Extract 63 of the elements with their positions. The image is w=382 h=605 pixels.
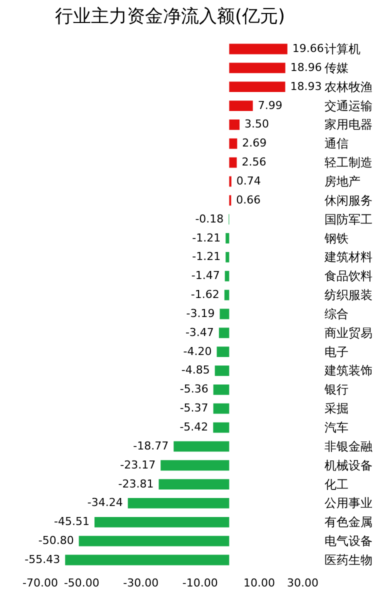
data-label: 0.66: [236, 193, 261, 206]
y-tick-label: 休闲服务: [324, 193, 372, 208]
y-tick-label: 房地产: [324, 174, 360, 188]
y-tick-label: 计算机: [324, 42, 360, 56]
data-label: -4.20: [183, 344, 212, 358]
y-tick-label: 电子: [324, 344, 348, 359]
x-tick-label: 30.00: [287, 576, 318, 590]
data-label: -1.62: [190, 288, 220, 302]
x-tick-label: -70.00: [22, 576, 58, 590]
y-tick-label: 建筑材料: [324, 250, 372, 264]
data-label: -1.21: [192, 231, 221, 244]
data-label: 18.93: [290, 80, 322, 93]
data-label: 3.50: [244, 118, 270, 131]
y-tick-label: 机械设备: [324, 458, 372, 472]
y-tick-label: 有色金属: [324, 515, 372, 530]
data-label: -23.81: [118, 477, 154, 490]
y-tick-label: 国防军工: [324, 212, 372, 226]
y-tick-label: 家用电器: [324, 118, 372, 132]
data-label: -3.47: [185, 326, 214, 339]
y-tick-label: 传媒: [324, 60, 348, 75]
y-tick-label: 建筑装饰: [324, 364, 372, 378]
y-tick-label: 医药生物: [324, 553, 372, 568]
y-tick-label: 化工: [324, 477, 348, 492]
y-tick-label: 电气设备: [324, 534, 372, 548]
x-tick-label: -50.00: [64, 576, 100, 590]
data-label: -50.80: [38, 534, 74, 548]
data-label: -18.77: [133, 439, 169, 452]
y-tick-label: 纺织服装: [324, 288, 372, 302]
data-label: 7.99: [258, 98, 282, 112]
data-label: -23.17: [120, 458, 156, 472]
y-tick-label: 汽车: [324, 420, 348, 435]
y-tick-label: 非银金融: [324, 439, 372, 454]
data-label: 0.74: [236, 174, 261, 188]
data-label: 2.56: [242, 156, 266, 169]
x-tick-label: -10.00: [182, 576, 218, 590]
y-tick-label: 银行: [324, 382, 348, 397]
data-label: -5.42: [180, 420, 208, 434]
y-tick-label: 商业贸易: [324, 326, 372, 340]
y-tick-label: 采掘: [324, 402, 348, 416]
y-tick-label: 交通运输: [324, 98, 372, 113]
data-label: -1.47: [191, 269, 220, 282]
y-tick-label: 综合: [324, 306, 348, 321]
data-label: -55.43: [24, 553, 60, 566]
y-tick-label: 轻工制造: [324, 156, 372, 170]
data-label: 2.69: [242, 136, 267, 150]
y-tick-label: 钢铁: [324, 231, 348, 246]
data-label: -3.19: [186, 306, 215, 320]
y-tick-label: 农林牧渔: [324, 80, 372, 94]
data-label: -5.37: [180, 402, 208, 415]
x-tick-label: -30.00: [123, 576, 159, 590]
chart-title: 行业主力资金净流入额(亿元): [54, 6, 286, 27]
y-tick-label: 食品饮料: [324, 269, 372, 284]
x-tick-label: 10.00: [244, 576, 276, 590]
data-label: -5.36: [180, 382, 208, 396]
data-label: -34.24: [87, 496, 123, 510]
y-tick-label: 公用事业: [324, 496, 372, 510]
data-label: -1.21: [192, 250, 221, 264]
data-label: -0.18: [195, 212, 224, 226]
data-label: -45.51: [54, 515, 90, 528]
y-tick-label: 通信: [324, 136, 348, 151]
data-label: -4.85: [181, 364, 210, 377]
data-label: 19.66: [292, 42, 324, 55]
data-label: 18.96: [290, 60, 322, 74]
